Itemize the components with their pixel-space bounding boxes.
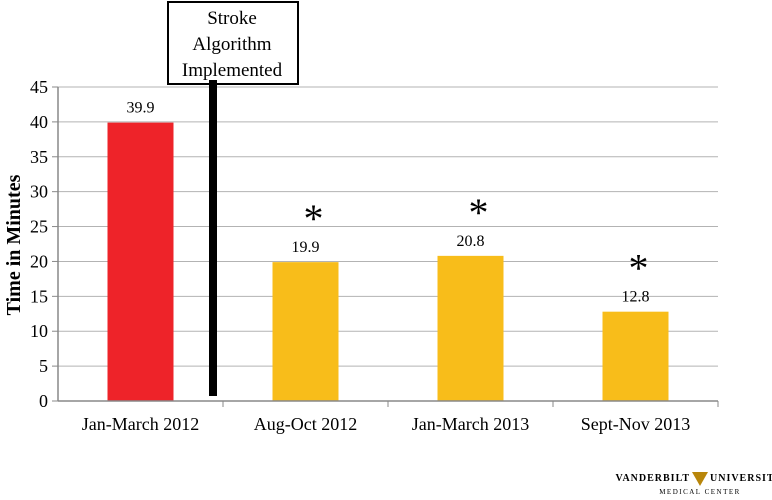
y-tick-label: 15: [30, 286, 48, 306]
y-tick-label: 5: [39, 356, 48, 376]
y-tick-label: 35: [30, 147, 48, 167]
data-labels: 39.9 19.9 20.8 12.8: [127, 100, 650, 306]
bars: [107, 122, 669, 401]
y-tick-label: 20: [30, 251, 48, 271]
category-label: Aug-Oct 2012: [254, 414, 357, 434]
data-label: 39.9: [127, 100, 155, 117]
annotation-box: [167, 1, 299, 85]
y-axis-label: Time in Minutes: [3, 174, 25, 315]
y-tick-label: 30: [30, 182, 48, 202]
y-tick-label: 40: [30, 112, 48, 132]
vanderbilt-logo: VANDERBILT UNIVERSITY MEDICAL CENTER: [616, 472, 772, 496]
data-label: 19.9: [292, 239, 320, 256]
annotation-line-3: Implemented: [182, 60, 283, 81]
bar: [437, 255, 504, 401]
significance-marker: *: [469, 190, 489, 235]
data-label: 20.8: [457, 233, 485, 250]
logo-subtitle: MEDICAL CENTER: [659, 488, 741, 496]
logo-text-left: VANDERBILT: [616, 473, 690, 484]
y-tick-label: 0: [39, 391, 48, 411]
y-tick-label: 25: [30, 217, 48, 237]
category-label: Sept-Nov 2013: [581, 414, 691, 434]
y-tick-label: 45: [30, 77, 48, 97]
bar: [602, 311, 669, 401]
annotation-stroke-algorithm: Stroke Algorithm Implemented: [167, 1, 299, 396]
logo-text-right: UNIVERSITY: [710, 473, 772, 484]
bar: [272, 262, 339, 401]
annotation-line-1: Stroke: [207, 8, 257, 29]
significance-markers: * * *: [304, 190, 649, 291]
category-label: Jan-March 2013: [412, 414, 529, 434]
annotation-line-2: Algorithm: [192, 34, 271, 55]
v-emblem-icon: [692, 472, 708, 486]
significance-marker: *: [629, 246, 649, 291]
category-labels: Jan-March 2012 Aug-Oct 2012 Jan-March 2013…: [82, 401, 719, 434]
y-tick-label: 10: [30, 321, 48, 341]
bar: [107, 122, 174, 401]
data-label: 12.8: [622, 289, 650, 306]
category-label: Jan-March 2012: [82, 414, 199, 434]
significance-marker: *: [304, 196, 324, 241]
y-axis-ticks: 0 5 10 15 20 25 30 35 40 45: [30, 77, 58, 411]
